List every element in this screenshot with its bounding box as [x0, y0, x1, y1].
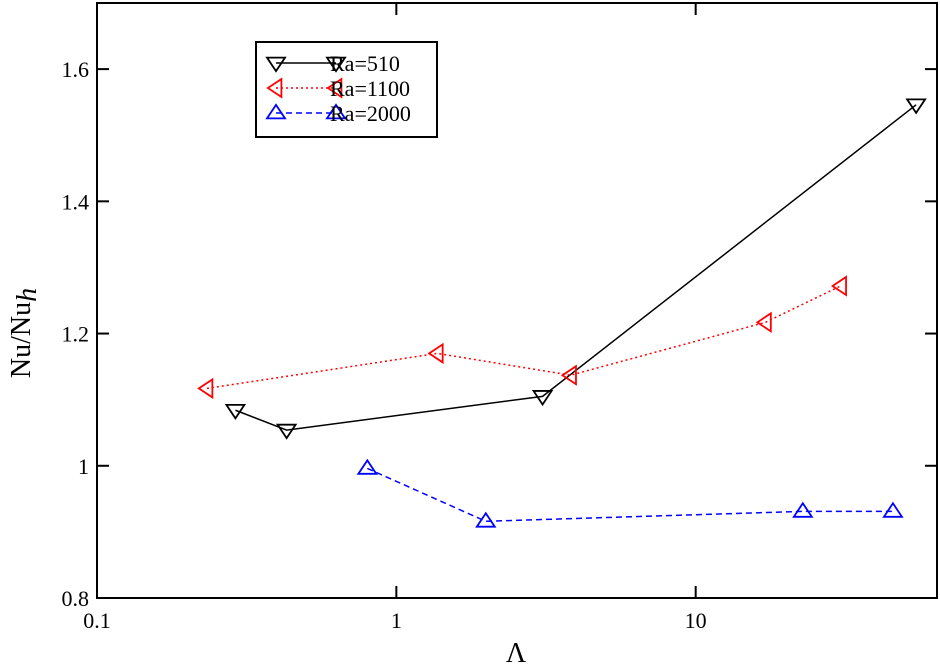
y-tick-label: 1.4	[62, 189, 90, 214]
marker	[792, 501, 814, 518]
legend-marker	[265, 103, 287, 120]
y-axis-label-main: Nu/Nu	[6, 302, 37, 378]
y-axis-label-sub: h	[12, 288, 43, 302]
plot-frame	[96, 2, 938, 599]
x-tick-label: 1	[391, 608, 402, 633]
marker	[356, 458, 379, 475]
y-tick-label: 1.6	[62, 57, 90, 82]
legend-marker	[325, 103, 347, 120]
y-tick-label: 1	[78, 454, 89, 479]
marker	[830, 275, 847, 297]
legend-label: Ra=510	[330, 51, 400, 76]
marker	[224, 403, 247, 420]
x-tick-label: 10	[685, 608, 707, 633]
legend-marker	[265, 56, 287, 73]
marker	[275, 423, 298, 440]
marker	[197, 377, 214, 400]
x-axis-label: Λ	[506, 638, 527, 663]
x-tick-label: 0.1	[83, 608, 111, 633]
marker	[427, 342, 444, 365]
series-line	[206, 285, 841, 390]
marker	[560, 364, 577, 386]
marker	[905, 98, 927, 115]
marker	[882, 501, 904, 518]
y-axis-label: Nu/Nuh	[6, 288, 43, 378]
marker	[755, 311, 772, 333]
marker	[531, 390, 554, 407]
marker	[475, 511, 497, 528]
y-tick-label: 1.2	[62, 322, 90, 347]
series-line	[235, 104, 917, 431]
legend-marker	[326, 77, 343, 99]
series-line	[367, 467, 893, 523]
legend-box	[255, 41, 438, 138]
y-tick-label: 0.8	[62, 586, 90, 611]
legend-label: Ra=2000	[330, 101, 411, 126]
legend-label: Ra=1100	[330, 76, 410, 101]
legend-marker	[325, 56, 347, 73]
legend-marker	[266, 77, 283, 99]
